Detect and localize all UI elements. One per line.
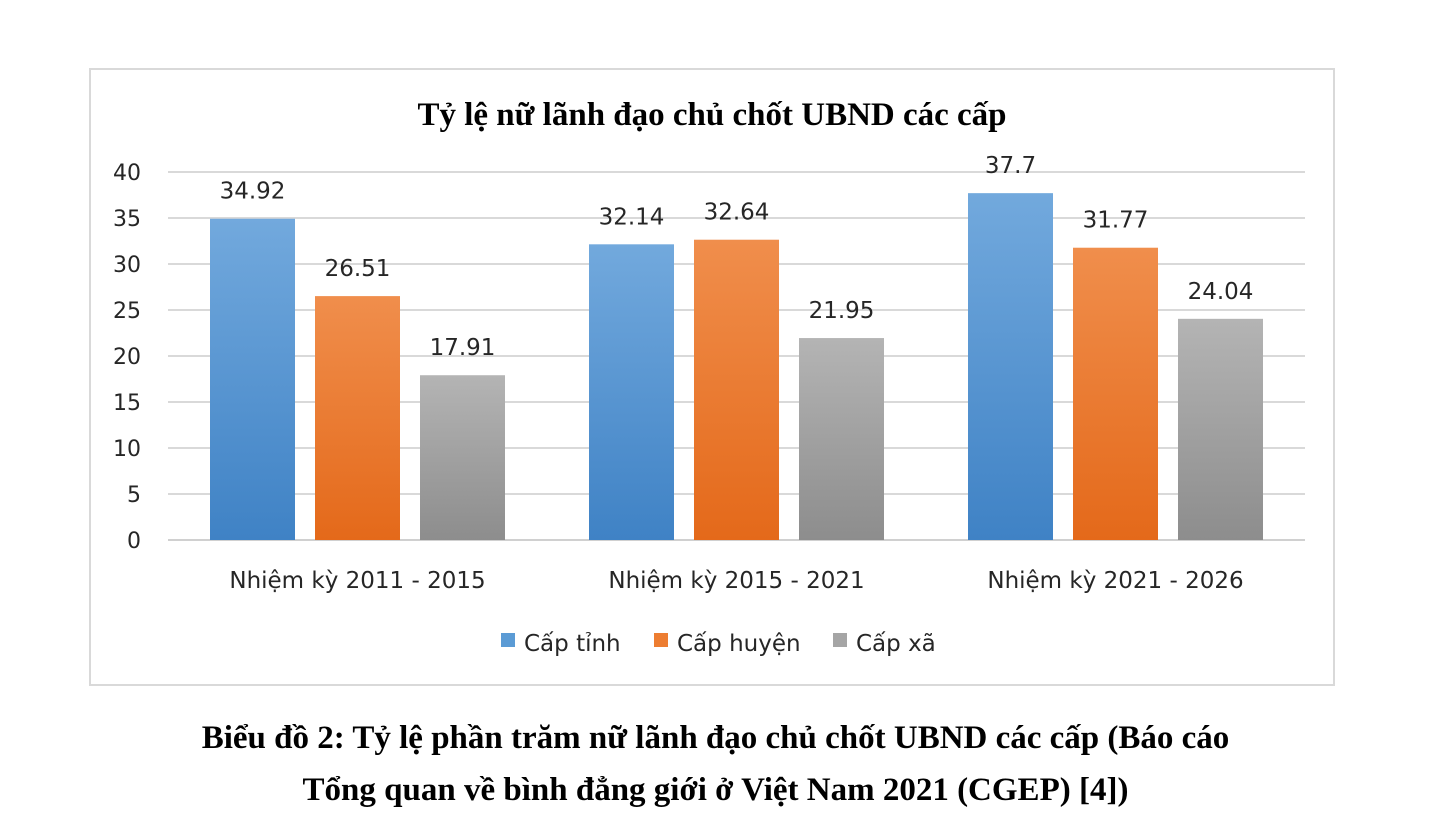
y-tick-label: 5 — [127, 483, 141, 508]
y-tick-label: 35 — [113, 207, 141, 232]
x-axis-categories: Nhiệm kỳ 2011 - 2015 Nhiệm kỳ 2015 - 2021… — [229, 568, 1243, 594]
y-tick-label: 20 — [113, 345, 141, 370]
bars — [210, 193, 1263, 540]
data-labels: 34.92 26.51 17.91 32.14 32.64 21.95 37.7 31.77 2… — [220, 153, 1254, 361]
bar — [420, 375, 505, 540]
legend: Cấp tỉnh Cấp huyện Cấp xã — [501, 631, 936, 657]
x-category-label: Nhiệm kỳ 2015 - 2021 — [608, 568, 864, 594]
chart-title: Tỷ lệ nữ lãnh đạo chủ chốt UBND các cấp — [417, 97, 1006, 133]
x-category-label: Nhiệm kỳ 2021 - 2026 — [987, 568, 1243, 594]
data-label: 32.64 — [704, 200, 770, 226]
bar — [589, 244, 674, 540]
y-tick-label: 10 — [113, 437, 141, 462]
data-label: 31.77 — [1083, 208, 1149, 234]
figure-caption-line-2: Tổng quan về bình đẳng giới ở Việt Nam 2… — [302, 772, 1129, 808]
y-tick-label: 25 — [113, 299, 141, 324]
data-label: 32.14 — [599, 204, 665, 230]
legend-label: Cấp xã — [856, 631, 936, 657]
bar-chart: Tỷ lệ nữ lãnh đạo chủ chốt UBND các cấp … — [113, 97, 1305, 657]
bar — [1178, 318, 1263, 540]
x-category-label: Nhiệm kỳ 2011 - 2015 — [229, 568, 485, 594]
y-tick-label: 15 — [113, 391, 141, 416]
bar — [210, 218, 295, 540]
y-tick-label: 30 — [113, 253, 141, 278]
data-label: 21.95 — [809, 298, 875, 324]
bar — [315, 296, 400, 540]
bar — [1073, 247, 1158, 540]
data-label: 24.04 — [1188, 279, 1254, 305]
legend-label: Cấp huyện — [677, 631, 801, 657]
data-label: 37.7 — [985, 153, 1036, 179]
chart-frame: Tỷ lệ nữ lãnh đạo chủ chốt UBND các cấp … — [89, 68, 1335, 686]
y-tick-label: 40 — [113, 161, 141, 186]
caption-label: Biểu đồ 2 — [201, 720, 334, 756]
bar — [968, 193, 1053, 540]
bar — [694, 239, 779, 540]
y-axis-ticks: 0 5 10 15 20 25 30 35 40 — [113, 161, 141, 554]
data-label: 34.92 — [220, 179, 286, 205]
bar — [799, 338, 884, 540]
figure-caption-line-1: Biểu đồ 2: Tỷ lệ phần trăm nữ lãnh đạo c… — [0, 720, 1431, 757]
y-tick-label: 0 — [127, 529, 141, 554]
legend-label: Cấp tỉnh — [524, 631, 621, 657]
legend-swatch — [501, 633, 515, 647]
legend-swatch — [833, 633, 847, 647]
caption-text-1: : Tỷ lệ phần trăm nữ lãnh đạo chủ chốt U… — [333, 720, 1230, 756]
data-label: 17.91 — [430, 335, 496, 361]
legend-swatch — [654, 633, 668, 647]
data-label: 26.51 — [325, 256, 391, 282]
